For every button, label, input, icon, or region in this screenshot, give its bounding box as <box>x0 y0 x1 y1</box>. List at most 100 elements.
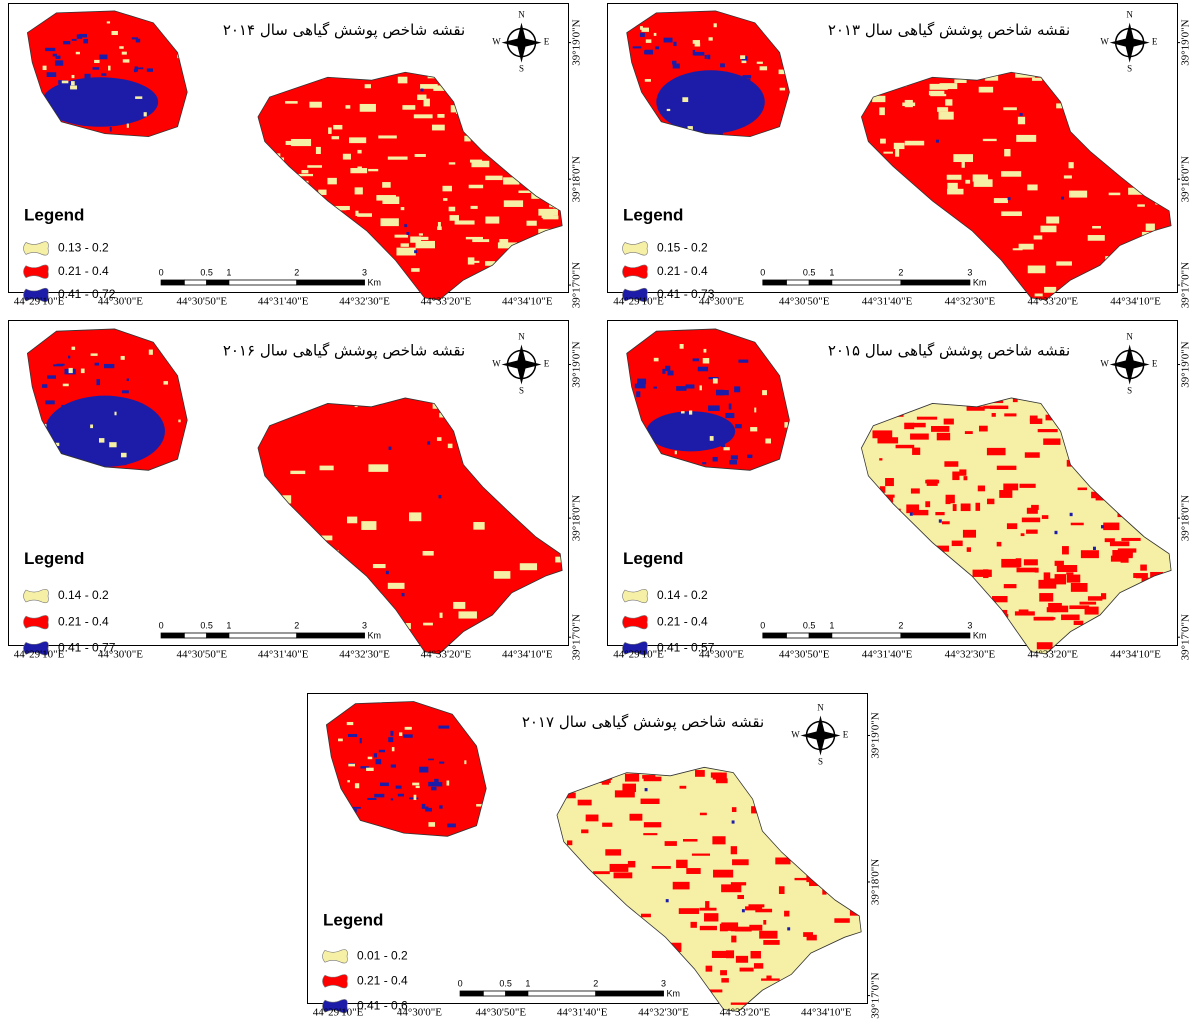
map-patch <box>945 494 955 504</box>
compass-w: W <box>1100 37 1109 47</box>
x-coord-label: 44°32'30"E <box>945 649 996 661</box>
map-patch <box>643 822 662 828</box>
x-coord-label: 44°29'10"E <box>613 649 664 661</box>
map-patch <box>993 198 1009 204</box>
map-patch <box>354 783 360 789</box>
map-patch <box>1023 559 1038 566</box>
watershed-outline <box>257 71 563 301</box>
map-patch <box>1080 550 1099 559</box>
map-patch <box>442 185 452 192</box>
x-coord-label: 44°31'40"E <box>862 296 913 308</box>
map-patch <box>98 438 105 443</box>
map-patch <box>121 51 127 55</box>
map-patch <box>672 63 680 69</box>
x-coord-label: 44°30'0"E <box>98 296 143 308</box>
map-patch <box>1056 565 1078 573</box>
map-patch <box>1024 452 1040 458</box>
scale-unit: Km <box>368 630 382 640</box>
map-patch <box>665 365 671 372</box>
map-patch <box>1087 596 1103 601</box>
map-patch <box>1046 216 1060 224</box>
map-patch <box>1056 261 1072 266</box>
map-patch <box>755 908 773 913</box>
x-coord-label: 44°32'30"E <box>638 1007 689 1019</box>
map-patch <box>1026 507 1038 514</box>
map-patch <box>103 90 106 95</box>
map-patch <box>121 390 129 394</box>
y-coord-label: 39°17'0"N <box>1180 614 1192 660</box>
compass-n: N <box>518 332 525 342</box>
map-patch <box>342 153 351 160</box>
map-patch <box>68 355 71 359</box>
map-patch <box>754 407 757 413</box>
map-patch <box>538 208 559 216</box>
map-patch <box>67 448 70 452</box>
map-patch <box>704 913 719 922</box>
map-patch <box>1096 305 1106 308</box>
legend-label: 0.14 - 0.2 <box>657 588 708 602</box>
map-patch <box>639 26 643 30</box>
map-patch <box>145 89 149 94</box>
map-patch <box>1135 574 1147 579</box>
map-patch <box>735 955 749 963</box>
map-patch <box>692 49 696 56</box>
map-patch <box>427 441 431 445</box>
map-patch <box>685 384 695 389</box>
map-patch <box>346 721 354 726</box>
compass-w: W <box>1100 359 1109 369</box>
map-patch <box>382 182 391 188</box>
map-patch <box>916 416 938 420</box>
watershed-outline <box>325 701 487 837</box>
map-patch <box>679 785 687 789</box>
watershed-outline <box>861 71 1172 301</box>
map-patch <box>101 73 107 76</box>
map-patch <box>120 355 125 360</box>
map-patch <box>636 391 641 398</box>
legend-title: Legend <box>323 911 383 930</box>
map-patch <box>410 236 422 243</box>
map-patch <box>92 67 100 70</box>
map-patch <box>720 444 726 448</box>
map-patch <box>683 839 698 842</box>
map-patch <box>428 822 436 827</box>
map-patch <box>449 215 459 221</box>
map-patch <box>349 137 367 144</box>
map-patch <box>737 894 744 900</box>
scale-segment <box>786 279 810 286</box>
map-patch <box>413 794 417 801</box>
map-patch <box>708 405 720 412</box>
map-patch <box>1069 605 1090 610</box>
map-patch <box>110 432 113 436</box>
y-coord-label: 39°19'0"N <box>571 341 583 387</box>
map-patch <box>1001 558 1020 568</box>
map-patch <box>666 108 671 112</box>
map-patch <box>1043 572 1051 581</box>
map-patch <box>415 785 420 789</box>
map-patch <box>709 436 714 441</box>
north-arrow: N S W E <box>492 10 550 74</box>
map-patch <box>44 47 56 52</box>
map-patch <box>414 250 418 254</box>
x-coord-label: 44°30'0"E <box>699 649 744 661</box>
map-patch <box>437 226 442 230</box>
map-patch <box>567 840 573 846</box>
map-patch <box>694 118 701 123</box>
watershed-outline <box>26 328 188 471</box>
map-patch <box>939 83 958 90</box>
map-patch <box>518 190 531 194</box>
map-patch <box>71 346 76 350</box>
map-patch <box>787 927 791 931</box>
map-patch <box>439 805 443 809</box>
map-patch <box>613 872 633 879</box>
map-patch <box>581 829 589 834</box>
map-patch <box>646 411 736 452</box>
map-patch <box>679 344 684 349</box>
scale-label: 0 <box>159 267 164 277</box>
y-coord-label: 39°17'0"N <box>870 972 882 1018</box>
map-patch <box>307 165 323 168</box>
map-patch <box>672 881 690 890</box>
x-coord-label: 44°31'40"E <box>258 649 309 661</box>
map-patch <box>748 904 765 908</box>
map-patch <box>102 109 110 114</box>
compass-s: S <box>818 757 823 767</box>
